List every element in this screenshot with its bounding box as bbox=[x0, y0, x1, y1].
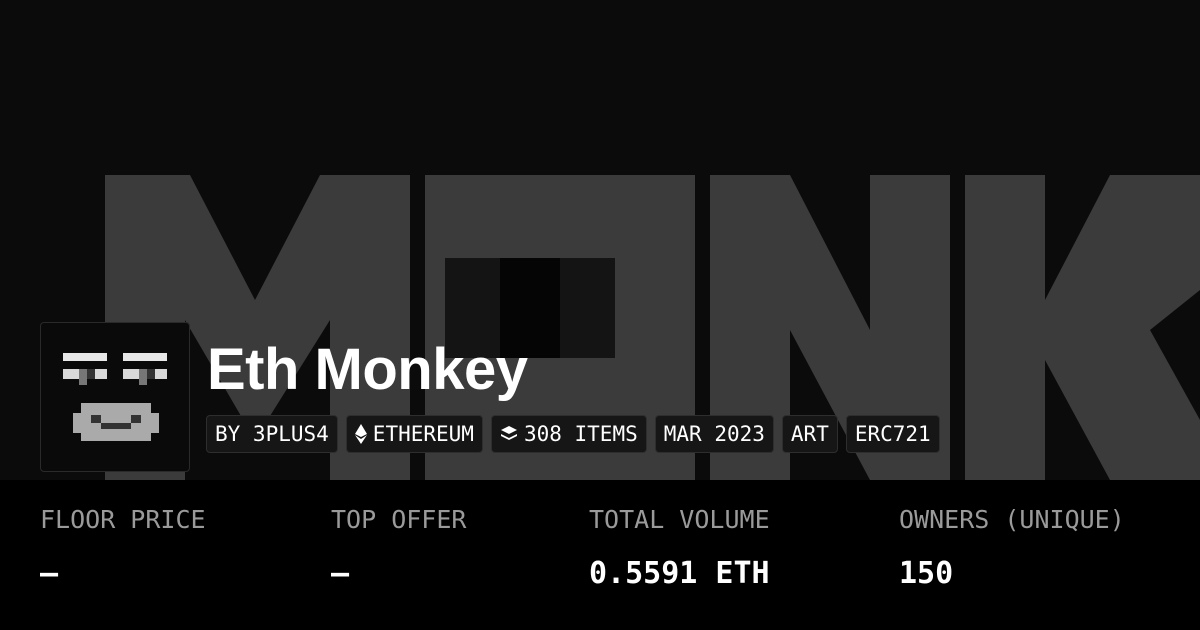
tag-text: BY 3PLUS4 bbox=[215, 422, 329, 446]
stat: FLOOR PRICE — bbox=[40, 505, 206, 591]
tag[interactable]: BY 3PLUS4 bbox=[206, 415, 338, 453]
tag-text: 308 ITEMS bbox=[523, 422, 638, 446]
collection-title: Eth Monkey bbox=[207, 337, 528, 402]
tag[interactable]: ERC721 bbox=[845, 415, 940, 453]
stat-label: TOTAL VOLUME bbox=[589, 505, 770, 534]
stat-value: 150 bbox=[899, 556, 954, 591]
stat: TOP OFFER — bbox=[331, 505, 466, 591]
tag-text: ERC721 bbox=[854, 422, 931, 446]
stat-value: — bbox=[331, 556, 350, 591]
tag-text: MAR 2023 bbox=[663, 422, 765, 446]
stat-label: FLOOR PRICE bbox=[40, 505, 206, 534]
tag-row: BY 3PLUS4 ETHEREUM 308 ITEMS MAR 2023 AR… bbox=[206, 415, 940, 453]
layers-icon bbox=[500, 426, 517, 440]
tag-text: ART bbox=[790, 422, 829, 446]
tag[interactable]: ETHEREUM bbox=[345, 415, 483, 453]
tag-text: ETHEREUM bbox=[372, 422, 474, 446]
stat-value: 0.5591 ETH bbox=[589, 556, 770, 591]
stat-value: — bbox=[40, 556, 59, 591]
stat-label: TOP OFFER bbox=[331, 505, 467, 534]
stat: TOTAL VOLUME 0.5591 ETH bbox=[589, 505, 770, 591]
stat-label: OWNERS (UNIQUE) bbox=[899, 505, 1125, 534]
eth-icon bbox=[354, 424, 367, 444]
tag[interactable]: MAR 2023 bbox=[654, 415, 774, 453]
tag[interactable]: ART bbox=[781, 415, 838, 453]
tag[interactable]: 308 ITEMS bbox=[490, 415, 647, 453]
stat: OWNERS (UNIQUE) 150 bbox=[899, 505, 1125, 591]
avatar-art bbox=[63, 353, 167, 441]
avatar bbox=[40, 322, 190, 472]
